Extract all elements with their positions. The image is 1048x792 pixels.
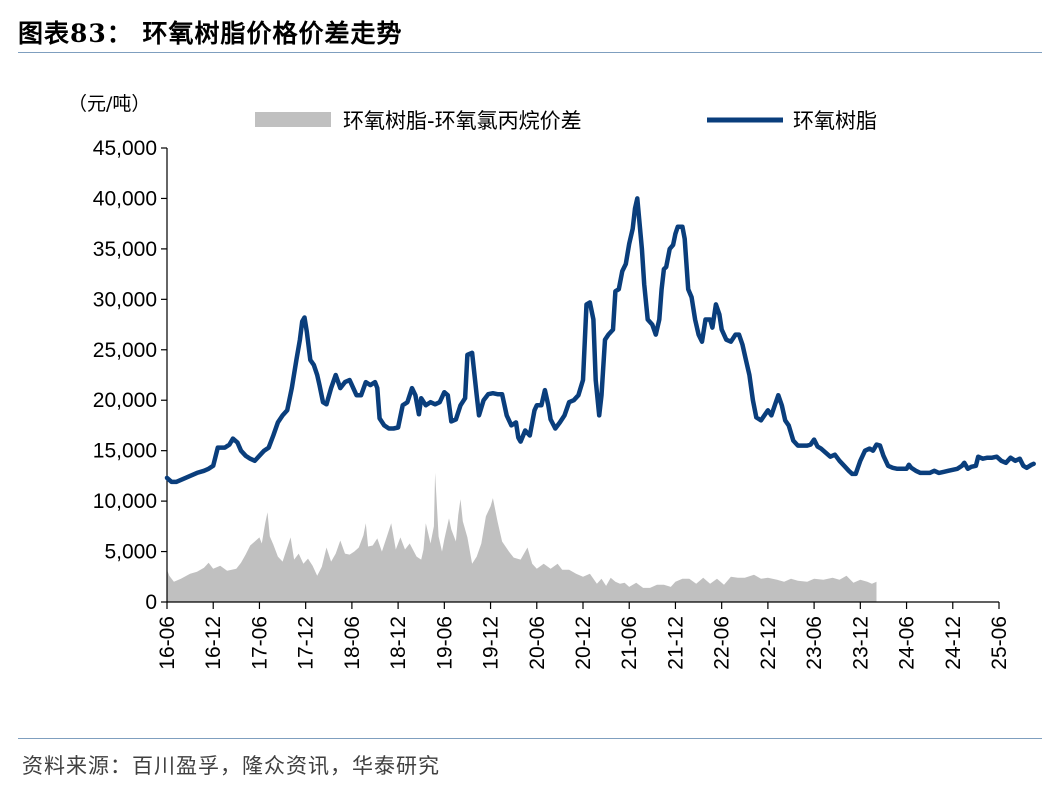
legend-label-spread: 环氧树脂-环氧氯丙烷价差 — [343, 109, 582, 133]
x-tick-label: 16-12 — [202, 616, 225, 670]
title-rule — [18, 52, 1042, 53]
x-tick-label: 19-06 — [433, 616, 456, 670]
y-tick-label: 45,000 — [93, 137, 157, 160]
x-tick-label: 16-06 — [156, 616, 179, 670]
source-note: 资料来源：百川盈孚，隆众资讯，华泰研究 — [22, 754, 440, 778]
legend-swatch-spread — [255, 112, 331, 127]
y-axis-unit: （元/吨） — [68, 93, 150, 115]
y-tick-label: 30,000 — [93, 288, 157, 311]
y-tick-label: 20,000 — [93, 389, 157, 412]
y-tick-label: 10,000 — [93, 490, 157, 513]
legend: 环氧树脂-环氧氯丙烷价差 环氧树脂 — [255, 109, 877, 133]
x-tick-label: 25-06 — [988, 616, 1011, 670]
x-tick-label: 19-12 — [480, 616, 503, 670]
x-tick-label: 17-12 — [295, 616, 318, 670]
x-tick-label: 18-06 — [341, 616, 364, 670]
x-tick-label: 20-12 — [572, 616, 595, 670]
x-tick-label: 24-06 — [896, 616, 919, 670]
y-tick-label: 5,000 — [104, 541, 157, 564]
x-tick-label: 21-12 — [664, 616, 687, 670]
y-tick-label: 15,000 — [93, 440, 157, 463]
x-tick-label: 17-06 — [248, 616, 271, 670]
x-tick-label: 23-12 — [849, 616, 872, 670]
y-tick-label: 40,000 — [93, 187, 157, 210]
source-rule — [18, 738, 1042, 739]
y-tick-label: 25,000 — [93, 339, 157, 362]
x-tick-label: 20-06 — [526, 616, 549, 670]
x-tick-label: 22-12 — [757, 616, 780, 670]
y-tick-label: 0 — [145, 591, 157, 614]
plot-area: 0 5,000 10,000 15,000 20,000 25,000 30,000 35,0… — [93, 137, 1036, 670]
x-tick-label: 23-06 — [803, 616, 826, 670]
x-tick-label: 22-06 — [711, 616, 734, 670]
spread-area — [167, 472, 877, 602]
figure-title: 图表83： 环氧树脂价格价差走势 — [18, 19, 403, 48]
x-tick-label: 18-12 — [387, 616, 410, 670]
legend-label-price: 环氧树脂 — [793, 109, 877, 133]
price-line — [164, 196, 1036, 485]
x-tick-label: 24-12 — [942, 616, 965, 670]
x-tick-label: 21-06 — [618, 616, 641, 670]
y-tick-label: 35,000 — [93, 238, 157, 261]
